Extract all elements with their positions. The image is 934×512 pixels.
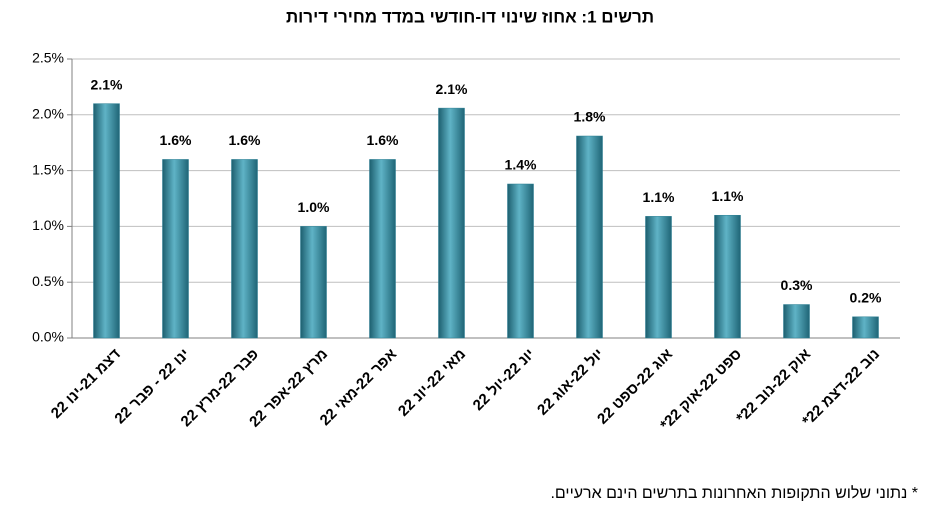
value-label: 1.1% — [712, 188, 744, 204]
bar — [783, 304, 810, 339]
value-label: 0.3% — [781, 277, 813, 293]
value-label: 1.6% — [229, 132, 261, 148]
x-tick-label: מאי 22-יונ 22 — [395, 346, 469, 420]
bar — [438, 107, 465, 339]
value-label: 1.1% — [643, 189, 675, 205]
bar — [369, 159, 396, 339]
bar — [852, 316, 879, 339]
y-tick-label: 0.0% — [32, 329, 64, 345]
value-label: 1.6% — [367, 132, 399, 148]
x-tick-label: דצמ 21-ינו 22 — [48, 345, 125, 422]
x-tick-label: יול 22-אוג 22 — [534, 346, 607, 419]
value-label: 1.0% — [298, 199, 330, 215]
footnote: * נתוני שלוש התקופות האחרונות בתרשים הינ… — [550, 484, 918, 502]
bar — [231, 159, 258, 339]
bar — [300, 226, 327, 339]
chart-title: תרשים 1: אחוז שינוי דו-חודשי במדד מחירי … — [286, 7, 654, 26]
y-tick-label: 2.0% — [32, 106, 64, 122]
value-label: 2.1% — [436, 81, 468, 97]
value-label: 2.1% — [91, 76, 123, 92]
y-tick-label: 2.5% — [32, 50, 64, 66]
value-label: 0.2% — [850, 289, 882, 305]
value-label: 1.8% — [574, 109, 606, 125]
y-tick-label: 0.5% — [32, 273, 64, 289]
y-tick-label: 1.0% — [32, 217, 64, 233]
bar — [162, 159, 189, 339]
bar — [93, 103, 120, 339]
bar — [645, 216, 672, 339]
value-label: 1.6% — [160, 132, 192, 148]
x-tick-label: יונ 22-יול 22 — [470, 346, 538, 414]
bar — [714, 214, 741, 339]
bar — [507, 183, 534, 339]
y-tick-label: 1.5% — [32, 161, 64, 177]
value-label: 1.4% — [505, 157, 537, 173]
bar — [576, 135, 603, 339]
